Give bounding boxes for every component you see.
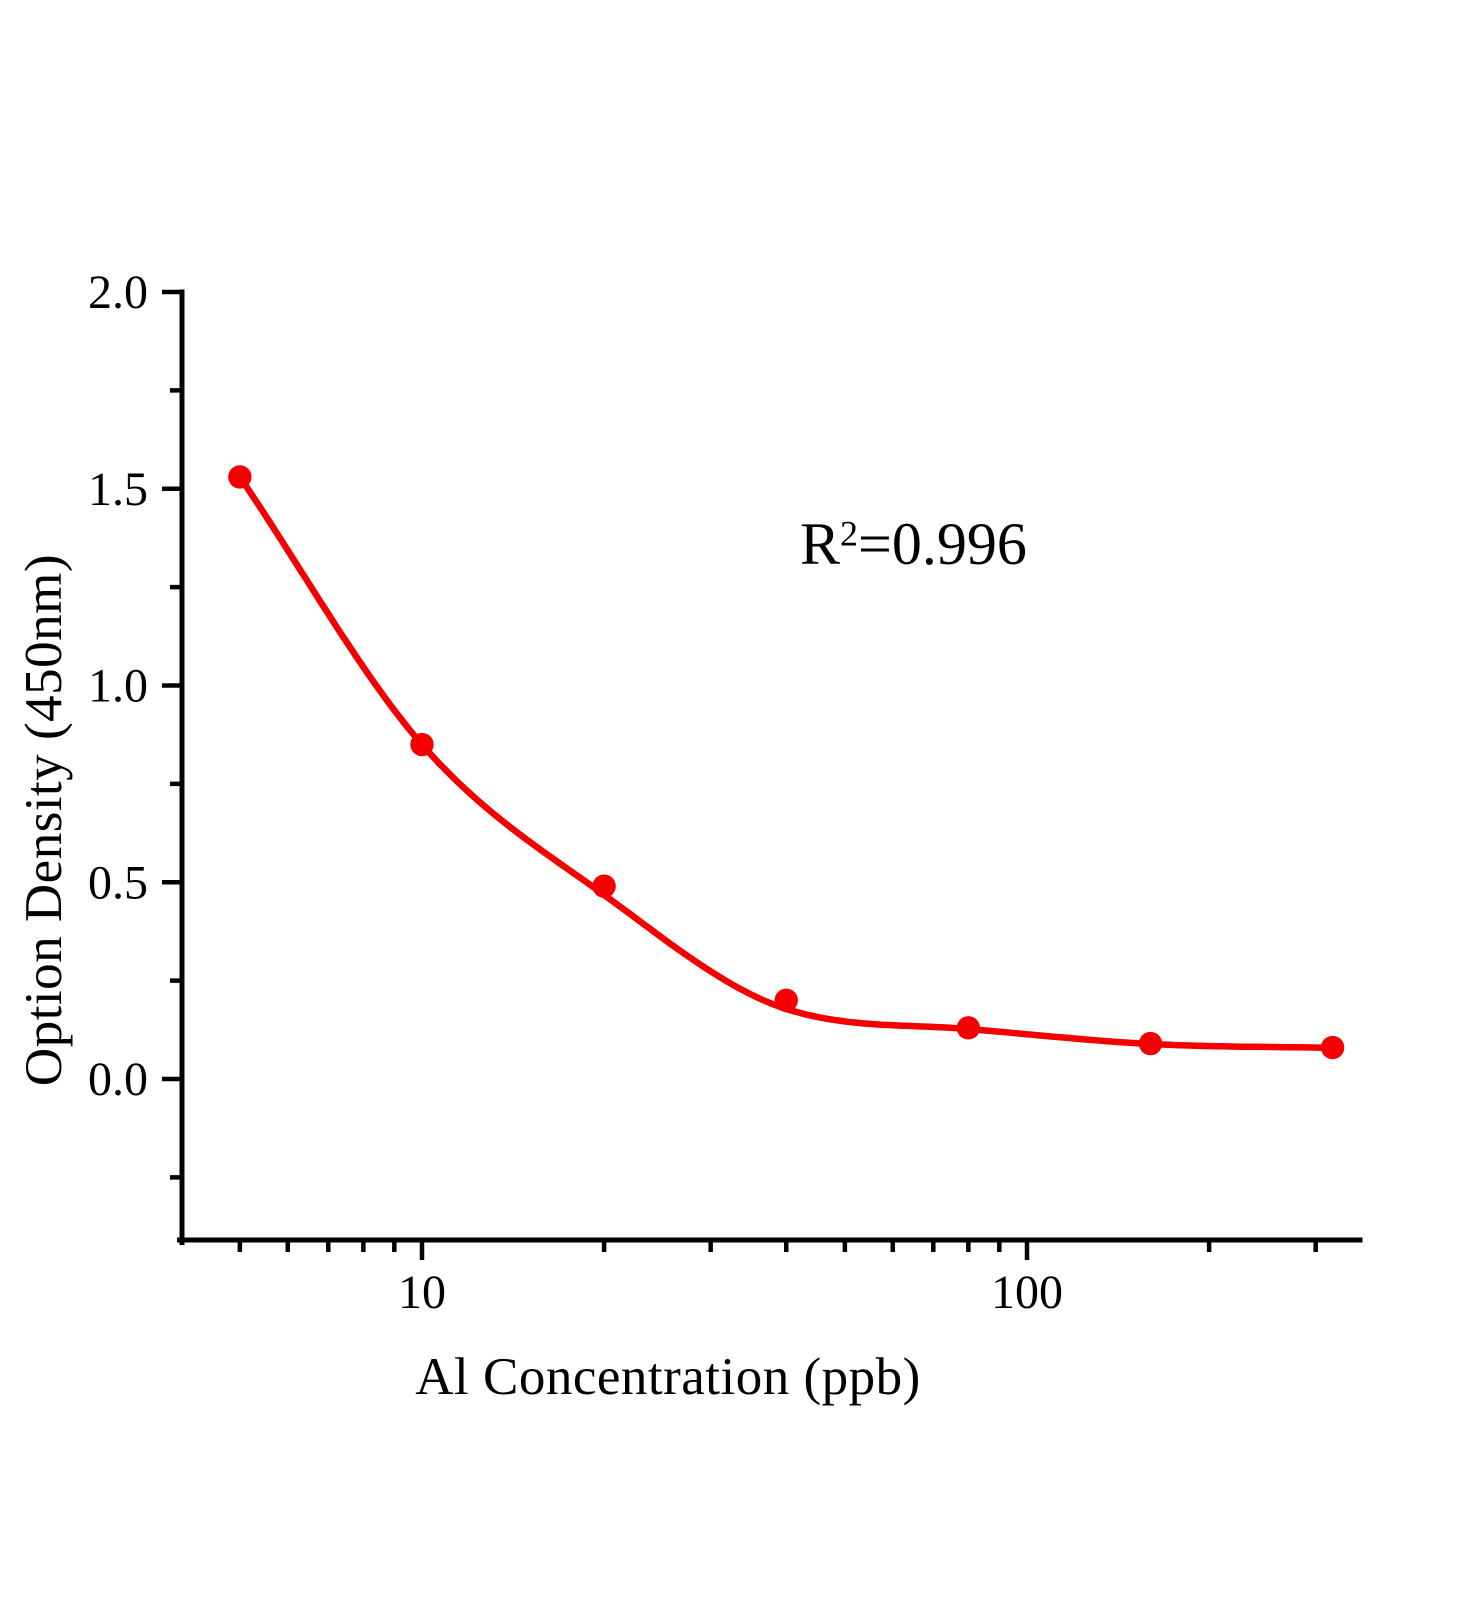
y-tick-label: 2.0 (88, 266, 148, 319)
y-axis-title: Option Density (450nm) (15, 553, 73, 1087)
data-point (774, 988, 798, 1012)
r-squared-base: R (800, 511, 841, 577)
y-tick-label: 0.0 (88, 1053, 148, 1106)
data-point (592, 874, 616, 898)
r-squared-annotation: R2=0.996 (800, 514, 1027, 574)
data-point (1320, 1035, 1345, 1060)
data-point (228, 465, 252, 489)
y-tick-label: 1.5 (88, 463, 148, 516)
data-point (410, 732, 434, 757)
r-squared-exponent: 2 (840, 513, 859, 554)
x-tick-label: 10 (398, 1266, 446, 1319)
y-tick-label: 0.5 (88, 856, 148, 909)
fit-curve (236, 473, 1336, 1052)
x-axis-title: Al Concentration (ppb) (415, 1348, 921, 1406)
x-tick-label: 100 (991, 1266, 1063, 1319)
data-point (956, 1016, 981, 1040)
y-tick-label: 1.0 (88, 660, 148, 713)
r-squared-value: =0.996 (858, 511, 1027, 577)
data-point (1138, 1031, 1163, 1056)
